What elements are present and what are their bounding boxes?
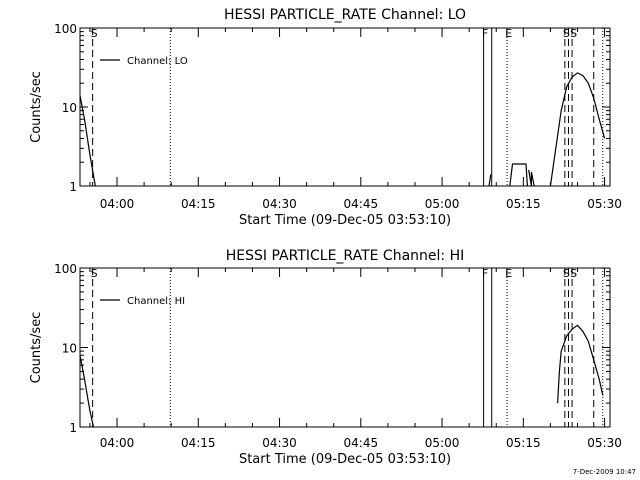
- x-tick-label: 04:00: [100, 436, 135, 450]
- x-tick-label: 05:30: [587, 436, 622, 450]
- x-tick-label: 04:30: [262, 436, 297, 450]
- chart-title: HESSI PARTICLE_RATE Channel: LO: [224, 7, 466, 23]
- series-line: [510, 164, 528, 186]
- event-marker-label: S: [570, 267, 577, 280]
- chart-panel-2: HESSI PARTICLE_RATE Channel: HI 1 10 100 04:…: [29, 248, 622, 467]
- footer-timestamp: 7-Dec-2009 10:47: [573, 468, 636, 476]
- x-tick-label: 05:15: [506, 197, 541, 211]
- event-marker-label: E: [505, 267, 512, 280]
- event-marker-label: F: [482, 27, 488, 40]
- chart-panel-1: HESSI PARTICLE_RATE Channel: LO 1 10 100 04:…: [29, 7, 622, 228]
- x-tick-label: 05:00: [425, 436, 460, 450]
- series-line: [529, 170, 535, 186]
- x-tick-label: 04:15: [181, 197, 216, 211]
- series-line: [80, 355, 94, 427]
- plot-frame: [80, 28, 610, 186]
- x-tick-label: 05:15: [506, 436, 541, 450]
- y-tick-label: 10: [62, 101, 77, 115]
- y-tick-label: 1: [69, 180, 77, 194]
- y-tick-label: 1: [69, 421, 77, 435]
- event-marker-label: S: [91, 267, 98, 280]
- y-axis-label: Counts/sec: [29, 71, 44, 143]
- x-tick-label: 04:00: [100, 197, 135, 211]
- x-tick-label: 04:45: [344, 197, 379, 211]
- y-tick-label: 10: [62, 342, 77, 356]
- legend-entry: Channel: LO: [127, 56, 188, 67]
- x-axis-label: Start Time (09-Dec-05 03:53:10): [239, 213, 451, 228]
- series-line: [550, 73, 604, 186]
- y-axis-label: Counts/sec: [29, 312, 44, 384]
- x-axis-label: Start Time (09-Dec-05 03:53:10): [239, 452, 451, 467]
- series-line: [489, 175, 491, 187]
- x-tick-label: 04:15: [181, 436, 216, 450]
- event-marker-label: F: [482, 267, 488, 280]
- x-tick-label: 04:45: [344, 436, 379, 450]
- y-tick-label: 100: [54, 262, 77, 276]
- event-marker-label: S: [91, 27, 98, 40]
- x-tick-label: 04:30: [262, 197, 297, 211]
- x-tick-label: 05:00: [425, 197, 460, 211]
- y-tick-label: 100: [54, 22, 77, 36]
- x-tick-label: 05:30: [587, 197, 622, 211]
- series-group: [80, 325, 603, 427]
- legend-entry: Channel: HI: [127, 296, 185, 307]
- event-marker-label: S: [570, 27, 577, 40]
- event-marker-label: E: [505, 27, 512, 40]
- chart-title: HESSI PARTICLE_RATE Channel: HI: [226, 248, 464, 264]
- plot-frame: [80, 268, 610, 427]
- series-group: [80, 73, 605, 186]
